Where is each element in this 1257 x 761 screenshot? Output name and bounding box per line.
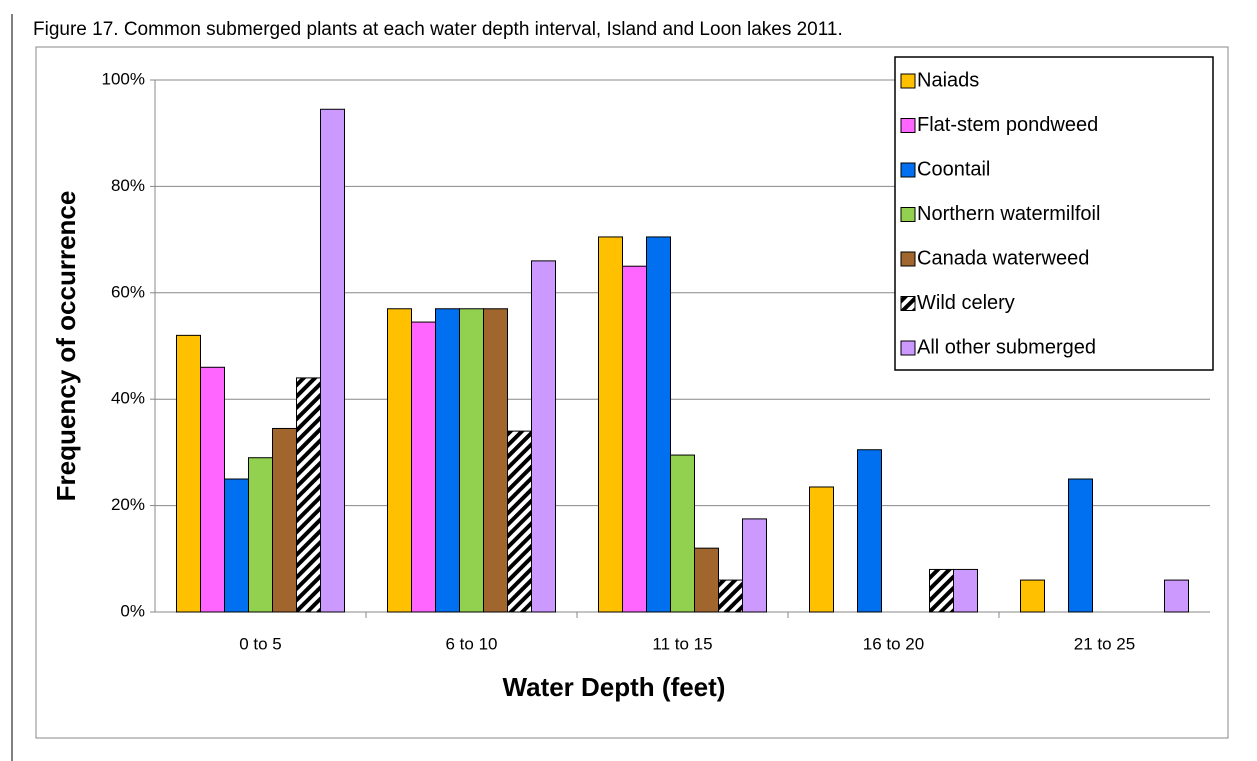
legend-label: Northern watermilfoil <box>917 203 1100 225</box>
bar <box>953 568 978 613</box>
legend-swatch <box>900 340 916 356</box>
bar <box>483 308 508 613</box>
bar <box>929 568 954 613</box>
bar <box>200 366 225 613</box>
legend-box <box>894 56 1214 371</box>
x-tick-label: 21 to 25 <box>1074 634 1135 653</box>
bar <box>718 579 743 613</box>
legend-swatch <box>900 251 916 267</box>
bar <box>320 108 345 613</box>
bar <box>646 236 671 613</box>
legend-label: Naiads <box>917 69 979 91</box>
y-tick-label: 60% <box>111 282 145 301</box>
legend-label: Coontail <box>917 158 990 180</box>
bar <box>1068 478 1093 613</box>
x-tick-label: 11 to 15 <box>652 634 712 653</box>
legend-swatch <box>900 118 916 133</box>
bar <box>1020 579 1045 613</box>
bar <box>694 547 719 613</box>
bar <box>531 260 556 613</box>
legend-swatch <box>900 207 916 222</box>
y-axis-label: Frequency of occurrence <box>51 191 81 502</box>
bar <box>248 457 273 613</box>
bar <box>670 454 695 613</box>
x-tick-label: 6 to 10 <box>446 634 498 653</box>
y-tick-label: 80% <box>111 176 145 195</box>
x-axis-label: Water Depth (feet) <box>503 672 726 702</box>
x-tick-label: 16 to 20 <box>863 634 924 653</box>
bar <box>622 265 647 613</box>
legend-label: Wild celery <box>917 292 1015 314</box>
bar <box>598 236 623 613</box>
legend-label: All other submerged <box>917 336 1096 358</box>
bar <box>809 486 834 613</box>
bar <box>435 308 460 613</box>
y-tick-label: 40% <box>111 389 145 408</box>
bar <box>411 321 436 613</box>
bar <box>296 377 321 613</box>
legend-swatch <box>900 296 916 311</box>
legend-label: Canada waterweed <box>917 247 1089 269</box>
y-tick-label: 0% <box>120 601 145 620</box>
x-tick-label: 0 to 5 <box>239 634 282 653</box>
bar <box>176 334 201 613</box>
bar <box>272 427 297 613</box>
legend-swatch <box>900 162 916 178</box>
bar <box>387 308 412 613</box>
bar <box>224 478 249 613</box>
y-tick-label: 20% <box>111 495 145 514</box>
bar <box>459 308 484 613</box>
legend-swatch <box>900 73 916 89</box>
bar <box>742 518 767 613</box>
y-tick-label: 100% <box>102 69 145 88</box>
chart-title: Figure 17. Common submerged plants at ea… <box>33 19 843 40</box>
bar <box>507 430 532 613</box>
bar <box>1164 579 1189 613</box>
legend-label: Flat-stem pondweed <box>917 114 1098 136</box>
bar <box>857 449 882 613</box>
